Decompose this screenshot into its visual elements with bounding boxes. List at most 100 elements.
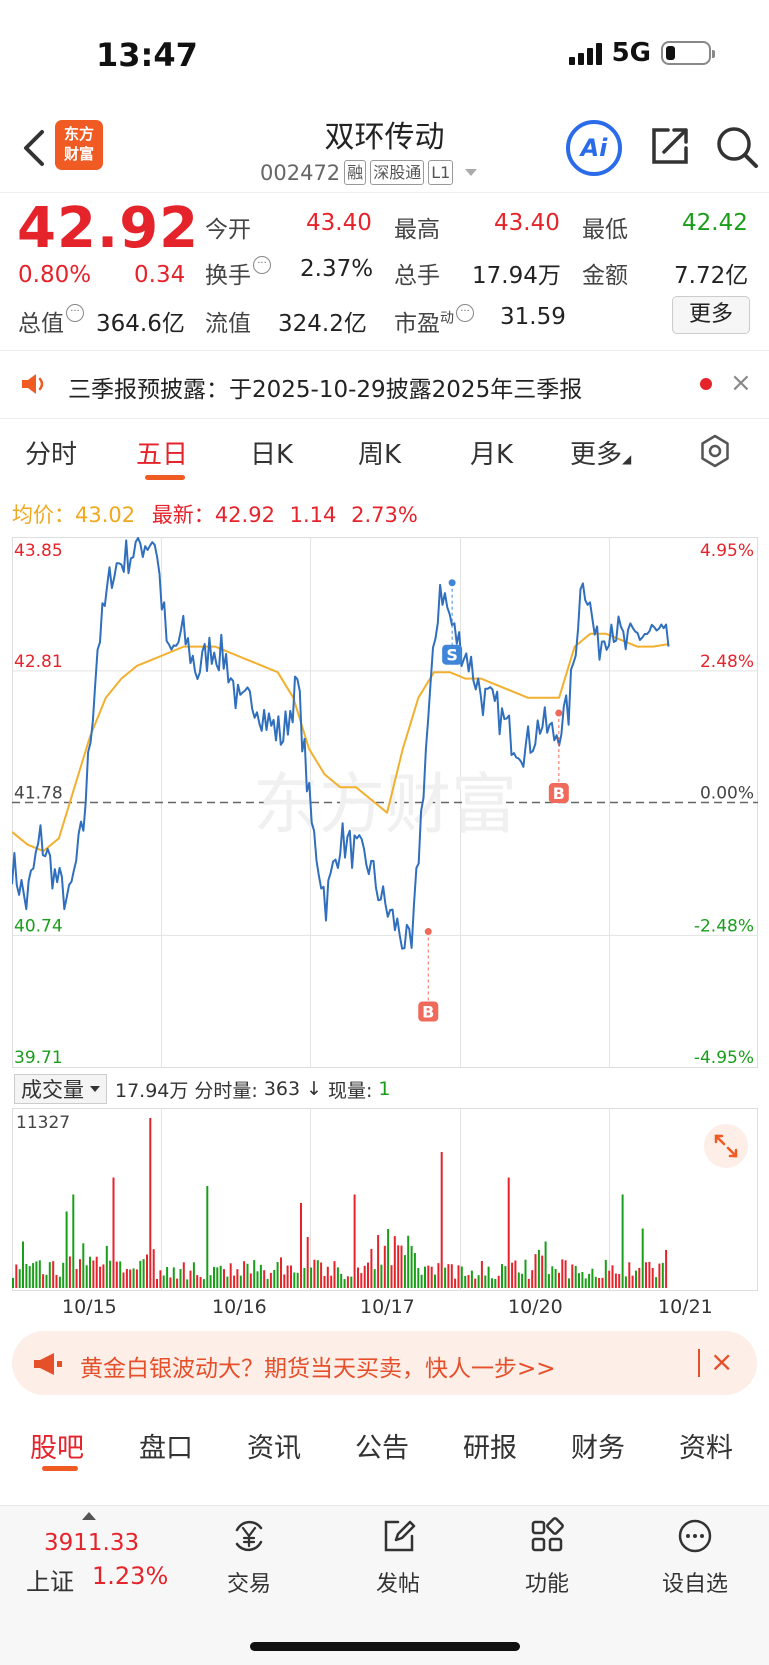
volume-bar — [521, 1273, 524, 1288]
tab-news[interactable]: 资讯 — [247, 1433, 301, 1464]
tab-intraday[interactable]: 分时 — [25, 440, 78, 470]
notice-text[interactable]: 三季报预披露：于2025-10-29披露2025年三季报 — [68, 377, 583, 403]
tab-announcements[interactable]: 公告 — [355, 1433, 409, 1464]
latest-change: 1.14 — [289, 503, 337, 527]
volume-bar — [333, 1261, 336, 1288]
tab-more[interactable]: 更多◢ — [570, 440, 632, 470]
index-percent[interactable]: 1.23% — [92, 1562, 169, 1590]
volume-bar — [487, 1266, 490, 1288]
volume-bar — [598, 1278, 601, 1288]
active-tab-indicator — [42, 1466, 78, 1471]
volume-bar — [474, 1278, 477, 1288]
volume-bar — [343, 1279, 346, 1288]
volume-bar — [229, 1263, 232, 1288]
watermark: 东方财富 — [253, 766, 517, 843]
nav-add-watchlist[interactable]: 设自选 — [650, 1516, 740, 1598]
volume-bar — [135, 1269, 138, 1288]
notice-close-button[interactable]: × — [730, 368, 752, 398]
nav-functions[interactable]: 功能 — [502, 1516, 592, 1598]
search-icon[interactable] — [714, 124, 760, 170]
tab-five-day[interactable]: 五日 — [136, 440, 189, 470]
volume-bar — [213, 1266, 215, 1288]
nav-post[interactable]: 发帖 — [353, 1516, 443, 1598]
index-value[interactable]: 3911.33 — [44, 1530, 140, 1556]
volume-bar — [504, 1266, 507, 1288]
volume-bar — [655, 1277, 658, 1288]
volume-header: 成交量 17.94万 分时量: 363 ↓ 现量: 1 — [14, 1074, 391, 1104]
volume-bar — [223, 1269, 225, 1288]
tab-financials[interactable]: 财务 — [571, 1433, 625, 1464]
volume-bar — [25, 1264, 28, 1288]
gear-icon[interactable] — [698, 434, 732, 468]
volume-bar — [571, 1264, 574, 1288]
volume-bar — [269, 1272, 272, 1288]
ad-close-button[interactable]: × — [710, 1345, 734, 1378]
volume-bar — [624, 1276, 627, 1288]
open-value: 43.40 — [306, 210, 372, 236]
back-icon[interactable] — [18, 128, 48, 168]
tab-research[interactable]: 研报 — [463, 1433, 517, 1464]
tab-order-book[interactable]: 盘口 — [139, 1433, 193, 1464]
volume-bar — [635, 1270, 637, 1288]
latest-label: 最新： — [151, 503, 215, 527]
volume-bar — [507, 1177, 510, 1288]
volume-bar — [631, 1275, 634, 1288]
volume-bar — [68, 1256, 71, 1288]
volume-bar — [353, 1194, 356, 1288]
volume-bar — [594, 1276, 597, 1288]
nav-trade[interactable]: 交易 — [204, 1516, 294, 1598]
share-icon[interactable] — [648, 124, 692, 168]
ai-button[interactable]: Ai — [566, 120, 622, 176]
price-chart[interactable]: 东方财富 B S B 43.85 4.95% 42.81 2.48% 41.78 0.00% 4… — [12, 537, 758, 1068]
volume-bar — [497, 1275, 500, 1288]
more-quote-button[interactable]: 更多 — [672, 296, 750, 334]
chevron-up-icon[interactable] — [82, 1512, 96, 1520]
volume-bar — [125, 1269, 128, 1288]
expand-icon[interactable] — [704, 1124, 748, 1168]
y-tick-left: 40.74 — [14, 916, 63, 936]
logo-text-bottom: 财富 — [63, 145, 94, 163]
volume-bar — [35, 1261, 38, 1288]
volume-bar — [139, 1260, 142, 1288]
tab-weekly-k[interactable]: 周K — [358, 440, 402, 470]
tab-guba[interactable]: 股吧 — [30, 1433, 84, 1464]
volume-bar — [122, 1272, 125, 1288]
nav-post-label: 发帖 — [375, 1572, 420, 1597]
volume-bar — [568, 1278, 570, 1288]
volume-bar — [370, 1248, 373, 1288]
volume-bar — [340, 1273, 343, 1288]
brand-logo[interactable]: 东方 财富 — [55, 120, 103, 170]
down-arrow-icon: ↓ — [306, 1078, 322, 1100]
tab-daily-k[interactable]: 日K — [250, 440, 294, 470]
volume-bar — [286, 1265, 289, 1288]
tab-monthly-k[interactable]: 月K — [470, 440, 514, 470]
avg-label: 均价： — [12, 503, 75, 527]
info-icon[interactable]: ··· — [456, 304, 474, 322]
ad-text[interactable]: 黄金白银波动大？期货当天买卖，快人一步>> — [80, 1356, 556, 1382]
volume-bar — [310, 1267, 313, 1288]
volume-bar — [243, 1261, 246, 1288]
stock-subtitle[interactable]: 002472 融 深股通 L1 — [260, 160, 478, 185]
info-icon[interactable]: ··· — [253, 256, 271, 274]
tag-level: L1 — [428, 160, 454, 185]
tab-profile[interactable]: 资料 — [679, 1433, 733, 1464]
volume-bar — [326, 1266, 329, 1288]
quote-divider — [0, 350, 769, 351]
indicator-select[interactable]: 成交量 — [14, 1074, 107, 1104]
volume-bar — [450, 1264, 453, 1288]
volume-bar — [434, 1274, 436, 1288]
volume-bar — [618, 1274, 621, 1288]
volume-bar — [638, 1267, 641, 1288]
volume-chart[interactable]: 11327 — [12, 1108, 758, 1291]
date-label: 10/17 — [360, 1296, 415, 1318]
volume-bar — [196, 1275, 199, 1288]
grid-icon — [531, 1517, 564, 1552]
volume-bar — [464, 1276, 467, 1288]
volume-bar — [430, 1266, 433, 1288]
ad-banner[interactable] — [12, 1331, 757, 1395]
info-icon[interactable]: ··· — [66, 304, 84, 322]
volume-bar — [290, 1265, 292, 1288]
index-name[interactable]: 上证 — [26, 1568, 74, 1596]
nav-functions-label: 功能 — [524, 1572, 569, 1597]
volume-bar — [407, 1235, 410, 1288]
